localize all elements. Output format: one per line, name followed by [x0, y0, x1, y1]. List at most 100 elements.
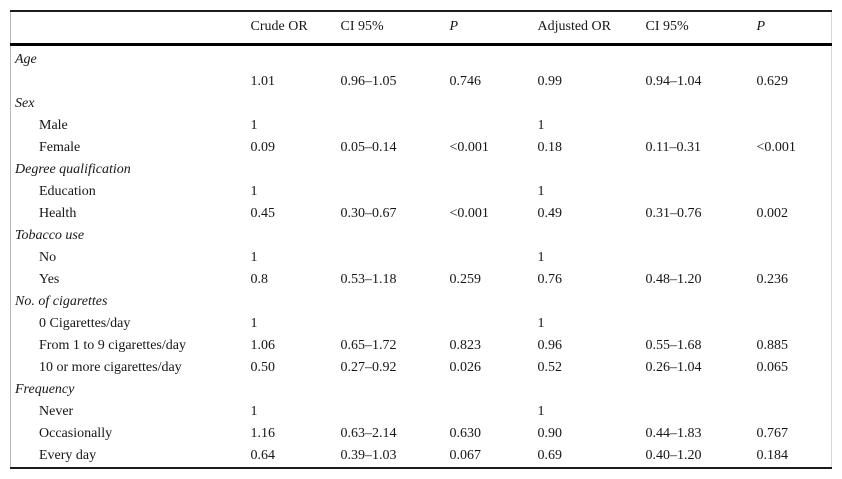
section-row: Tobacco use — [11, 225, 832, 247]
table-row: 1.01 0.96–1.05 0.746 0.99 0.94–1.04 0.629 — [11, 71, 832, 93]
cell-value — [251, 291, 341, 313]
cell-value: 0.96 — [537, 338, 563, 353]
cell-value — [251, 225, 341, 247]
section-label: Tobacco use — [15, 228, 85, 243]
cell-value: 1.16 — [250, 426, 276, 441]
table-row: Education 1 1 — [11, 181, 832, 203]
cell-value: 0.96–1.05 — [340, 74, 397, 89]
row-label — [11, 71, 251, 93]
cell-value: 0.53–1.18 — [340, 272, 397, 287]
cell-value — [251, 93, 341, 115]
cell-value: 0.45 — [250, 206, 276, 221]
cell-value: 0.184 — [756, 448, 789, 463]
cell-value — [341, 93, 450, 115]
row-label: Education — [39, 184, 96, 199]
cell-value — [646, 379, 757, 401]
table-row: No 1 1 — [11, 247, 832, 269]
cell-value — [450, 291, 538, 313]
cell-value — [341, 379, 450, 401]
cell-value: 0.69 — [537, 448, 563, 463]
cell-value — [251, 379, 341, 401]
cell-value — [646, 313, 757, 335]
cell-value — [341, 159, 450, 181]
cell-value: 0.065 — [756, 360, 789, 375]
section-row: Sex — [11, 93, 832, 115]
cell-value: 0.76 — [537, 272, 563, 287]
cell-value: 0.52 — [537, 360, 563, 375]
cell-value: 0.767 — [756, 426, 789, 441]
cell-value — [251, 45, 341, 72]
cell-value — [757, 247, 832, 269]
cell-value: 0.8 — [250, 272, 269, 287]
column-header-ci95-adjusted: CI 95% — [645, 11, 757, 46]
table-row: 0 Cigarettes/day 1 1 — [11, 313, 832, 335]
cell-value — [757, 93, 832, 115]
cell-value: 0.27–0.92 — [340, 360, 397, 375]
cell-value — [646, 247, 757, 269]
table-row: Male 1 1 — [11, 115, 832, 137]
cell-value: 0.49 — [537, 206, 563, 221]
row-label: 10 or more cigarettes/day — [39, 360, 182, 375]
table-row: Yes 0.8 0.53–1.18 0.259 0.76 0.48–1.20 0.236 — [11, 269, 832, 291]
cell-value — [757, 115, 832, 137]
cell-value — [450, 159, 538, 181]
section-row: Frequency — [11, 379, 832, 401]
cell-value: 0.65–1.72 — [340, 338, 397, 353]
cell-value — [757, 401, 832, 423]
column-header-crude-or: Crude OR — [250, 11, 341, 46]
cell-value — [341, 291, 450, 313]
cell-value — [450, 181, 538, 203]
cell-value: 0.99 — [537, 74, 563, 89]
table-body: Age 1.01 0.96–1.05 0.746 0.99 0.94–1.04 0.629 S… — [11, 45, 832, 469]
table-row: From 1 to 9 cigarettes/day 1.06 0.65–1.72 0… — [11, 335, 832, 357]
cell-value — [450, 115, 538, 137]
column-header-p-crude: P — [449, 11, 538, 46]
cell-value — [538, 45, 646, 72]
cell-value — [757, 313, 832, 335]
cell-value — [538, 379, 646, 401]
cell-value: 0.50 — [250, 360, 276, 375]
section-label: Age — [15, 52, 37, 67]
cell-value — [341, 181, 450, 203]
section-row: Age — [11, 45, 832, 72]
cell-value: 1 — [250, 404, 258, 419]
section-row: Degree qualification — [11, 159, 832, 181]
row-label: Never — [39, 404, 74, 419]
cell-value — [341, 247, 450, 269]
cell-value — [646, 45, 757, 72]
cell-value: 1 — [250, 250, 258, 265]
cell-value — [538, 291, 646, 313]
cell-value — [341, 45, 450, 72]
cell-value: 0.002 — [756, 206, 789, 221]
cell-value — [341, 313, 450, 335]
cell-value: 1 — [537, 316, 545, 331]
row-label: No — [39, 250, 57, 265]
cell-value — [251, 159, 341, 181]
section-label: Sex — [15, 96, 35, 111]
cell-value: 0.48–1.20 — [645, 272, 702, 287]
cell-value — [450, 93, 538, 115]
cell-value: 0.885 — [756, 338, 789, 353]
cell-value: 0.746 — [449, 74, 482, 89]
cell-value — [646, 225, 757, 247]
cell-value — [757, 291, 832, 313]
cell-value — [757, 45, 832, 72]
cell-value: <0.001 — [756, 140, 796, 155]
cell-value — [757, 379, 832, 401]
cell-value: 0.64 — [250, 448, 276, 463]
cell-value — [646, 93, 757, 115]
cell-value — [757, 181, 832, 203]
table-row: Every day 0.64 0.39–1.03 0.067 0.69 0.40–1.20… — [11, 445, 832, 468]
cell-value — [341, 115, 450, 137]
column-header-p-adjusted: P — [756, 11, 832, 46]
cell-value: 0.26–1.04 — [645, 360, 702, 375]
cell-value — [757, 225, 832, 247]
section-label: Degree qualification — [15, 162, 131, 177]
cell-value — [341, 225, 450, 247]
cell-value: 0.259 — [449, 272, 482, 287]
cell-value: <0.001 — [449, 206, 489, 221]
row-label: From 1 to 9 cigarettes/day — [39, 338, 186, 353]
cell-value: 0.63–2.14 — [340, 426, 397, 441]
cell-value: 0.11–0.31 — [645, 140, 701, 155]
cell-value: 1.06 — [250, 338, 276, 353]
